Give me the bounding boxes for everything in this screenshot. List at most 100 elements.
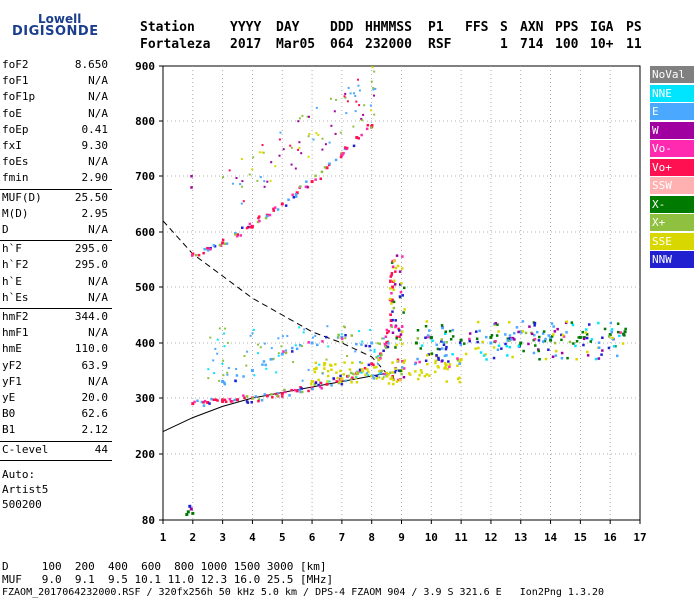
echo-dot xyxy=(389,313,392,316)
echo-dot xyxy=(494,340,497,343)
echo-dot xyxy=(337,336,340,339)
echo-dot xyxy=(505,344,508,348)
data-point xyxy=(206,401,210,404)
echo-dot xyxy=(350,371,353,375)
echo-dot xyxy=(277,352,280,355)
echo-dot xyxy=(387,342,390,345)
y-tick-label: 400 xyxy=(135,337,155,350)
echo-dot xyxy=(307,155,310,158)
echo-dot xyxy=(352,372,355,376)
echo-dot xyxy=(335,380,338,383)
echo-dot xyxy=(239,183,242,186)
logo-top-text: Lowell xyxy=(38,12,82,26)
echo-dot xyxy=(328,380,331,383)
echo-dot xyxy=(597,341,601,344)
echo-dot xyxy=(445,380,448,383)
echo-dot xyxy=(251,397,255,400)
echo-dot xyxy=(392,382,395,386)
param-value: 20.0 xyxy=(81,391,109,404)
echo-dot xyxy=(223,381,226,384)
echo-dot xyxy=(619,331,622,334)
echo-dot xyxy=(226,341,229,344)
echo-dot xyxy=(257,352,259,355)
echo-dot xyxy=(541,332,545,335)
echo-dot xyxy=(191,254,194,257)
legend-item-nnw: NNW xyxy=(650,251,694,268)
footer-distance-row: D 100 200 400 600 800 1000 1500 3000 [km… xyxy=(2,560,327,573)
x-tick-label: 10 xyxy=(425,531,438,544)
echo-dot xyxy=(297,120,300,123)
echo-dot xyxy=(373,348,376,351)
echo-dot xyxy=(372,363,375,366)
echo-dot xyxy=(344,379,348,383)
param-label: fxI xyxy=(2,139,22,152)
echo-dot xyxy=(506,354,509,357)
echo-dot xyxy=(389,324,393,327)
echo-dot xyxy=(291,350,294,353)
param-value: 0.41 xyxy=(81,122,109,136)
param-separator xyxy=(0,459,112,461)
echo-dot xyxy=(243,355,246,357)
echo-dot xyxy=(312,336,314,339)
echo-dot xyxy=(326,369,330,373)
echo-dot xyxy=(456,364,459,367)
echo-dot xyxy=(212,244,216,247)
x-tick-label: 5 xyxy=(279,531,286,544)
echo-dot xyxy=(276,392,279,395)
echo-dot xyxy=(477,346,480,350)
echo-dot xyxy=(345,112,348,115)
echo-dot xyxy=(254,395,258,398)
echo-dot xyxy=(538,358,541,361)
echo-dot xyxy=(247,225,250,229)
echo-dot xyxy=(396,358,400,361)
echo-dot xyxy=(361,369,365,373)
echo-dot xyxy=(214,347,217,350)
echo-dot xyxy=(544,337,547,341)
echo-dot xyxy=(213,372,216,375)
echo-dot xyxy=(426,335,429,339)
echo-dot xyxy=(265,214,269,218)
header-value-7: 1 xyxy=(500,37,508,52)
param-row-fxi: fxI 9.30 xyxy=(2,139,108,155)
echo-dot xyxy=(511,355,514,359)
echo-dot xyxy=(298,326,301,329)
echo-dot xyxy=(364,373,367,376)
echo-dot xyxy=(335,371,338,374)
echo-dot xyxy=(398,329,401,332)
echo-dot xyxy=(600,353,603,356)
echo-dot xyxy=(317,383,320,387)
echo-dot xyxy=(617,330,620,334)
param-value: N/A xyxy=(88,74,108,88)
echo-dot xyxy=(270,347,273,350)
param-value: 8.650 xyxy=(74,58,108,71)
x-tick-label: 9 xyxy=(398,531,405,544)
echo-dot xyxy=(341,340,344,343)
x-tick-label: 17 xyxy=(633,531,646,544)
echo-dot xyxy=(353,92,355,95)
echo-dot xyxy=(565,320,569,323)
param-value: 2.90 xyxy=(81,171,109,185)
echo-dot xyxy=(216,352,219,355)
echo-dot xyxy=(543,339,547,343)
echo-dot xyxy=(313,383,316,386)
echo-dot xyxy=(301,379,304,382)
echo-dot xyxy=(351,361,354,364)
echo-dot xyxy=(456,357,459,360)
echo-dot xyxy=(294,193,298,196)
echo-dot xyxy=(272,209,275,212)
echo-dot xyxy=(360,361,363,365)
param-value: 9.30 xyxy=(81,139,109,152)
echo-dot xyxy=(458,362,461,365)
echo-dot xyxy=(394,367,398,370)
data-point xyxy=(459,338,463,342)
echo-dot xyxy=(294,344,297,347)
header-label-8: AXN xyxy=(520,20,544,35)
param-row-b0: B0 62.6 xyxy=(2,407,108,423)
echo-dot xyxy=(253,374,256,377)
echo-dot xyxy=(449,338,453,341)
echo-dot xyxy=(553,330,557,333)
echo-dot xyxy=(496,323,499,326)
header-value-4: 232000 xyxy=(365,37,412,52)
data-point xyxy=(389,319,393,323)
echo-dot xyxy=(350,378,353,381)
